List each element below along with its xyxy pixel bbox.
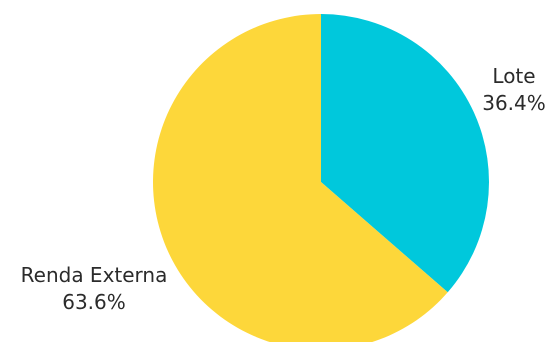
slice-label-lote: Lote xyxy=(492,64,535,88)
pie-slices xyxy=(153,14,489,342)
slice-value-lote: 36.4% xyxy=(482,91,546,115)
slice-label-renda-externa: Renda Externa xyxy=(21,263,168,287)
pie-slice-renda-externa xyxy=(153,14,448,342)
slice-value-renda-externa: 63.6% xyxy=(62,290,126,314)
pie-slice-lote xyxy=(321,14,489,293)
